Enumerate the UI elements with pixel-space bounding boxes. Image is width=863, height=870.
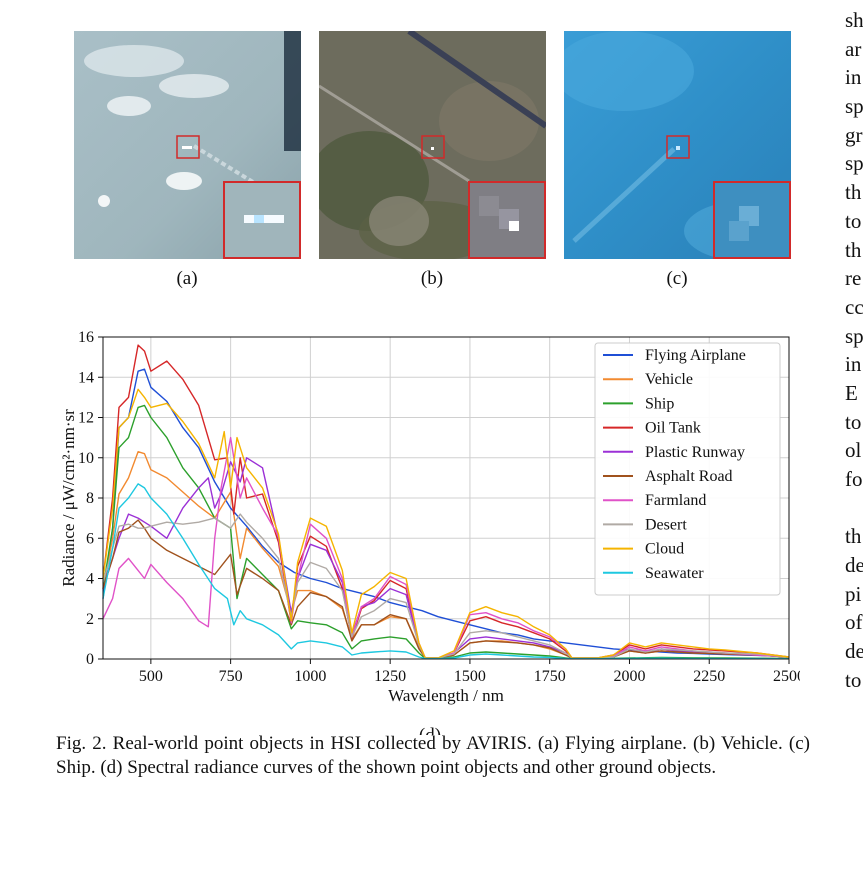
right-column-line [845,494,863,523]
right-column-line: cc [845,294,863,319]
legend-label: Flying Airplane [645,347,746,364]
right-column-line: to [845,667,862,692]
right-column-line: in [845,65,862,90]
legend-label: Farmland [645,492,706,509]
panel-label-a: (a) [176,268,198,289]
right-column-line: de [845,553,863,578]
x-tick-label: 750 [219,668,243,685]
right-column-line: th [845,524,862,549]
y-axis-label: Radiance / μW/cm²·nm·sr [60,409,78,587]
satellite-image-ship [564,31,791,259]
legend-label: Ship [645,395,674,412]
y-tick-label: 12 [78,410,94,427]
series-line-0 [102,368,790,658]
chart-series [102,344,790,660]
y-tick-label: 8 [86,490,94,507]
right-column-line: ar [845,36,862,61]
legend-label: Asphalt Road [645,468,733,485]
legend-label: Oil Tank [645,420,701,437]
right-column-line: gr [845,122,863,147]
x-tick-label: 500 [139,668,163,685]
legend-box [594,342,781,596]
panel-label-d: (d) [419,725,441,735]
right-column-line: E [845,380,858,405]
series-line-8 [102,388,790,659]
series-line-3 [102,344,790,659]
chart-legend: Flying Airplane Vehicle Ship Oil Tank Plasti… [594,342,781,596]
y-tick-label: 2 [86,611,94,628]
right-column-line: to [845,208,862,233]
y-tick-label: 6 [86,530,94,547]
series-line-5 [102,519,790,659]
plot-frame [102,336,790,660]
x-tick-label: 1500 [454,668,486,685]
figure-caption: Fig. 2. Real-world point objects in HSI … [56,733,810,778]
right-column-line: th [845,180,862,205]
right-column-line: sp [845,151,863,176]
right-column-line: ol [845,438,862,463]
x-tick-label: 2250 [693,668,725,685]
legend-label: Vehicle [645,371,693,388]
y-tick-label: 16 [78,329,94,346]
legend-label: Cloud [645,541,684,558]
x-tick-label: 1000 [294,668,326,685]
right-column-line: de [845,639,863,664]
satellite-image-vehicle [319,31,546,259]
y-tick-label: 0 [86,651,94,668]
right-column-line: of [845,610,863,635]
y-tick-label: 14 [78,369,94,386]
right-column-line: sp [845,94,863,119]
legend-label: Plastic Runway [645,444,745,461]
panel-label-c: (c) [666,268,688,289]
legend-label: Desert [645,516,687,533]
series-line-7 [102,513,790,659]
legend-label: Seawater [645,565,704,582]
x-tick-label: 2000 [613,668,645,685]
x-tick-label: 1750 [534,668,566,685]
y-tick-label: 10 [78,450,94,467]
right-column-line: re [845,266,862,291]
right-column-line: to [845,409,862,434]
satellite-image-airplane [74,31,301,259]
panel-label-b: (b) [420,268,444,289]
y-tick-label: 4 [86,571,94,588]
right-column-line: fo [845,467,863,491]
right-column-line: in [845,352,862,377]
series-line-6 [102,436,790,659]
x-axis-label: Wavelength / nm [388,686,504,705]
x-tick-label: 1250 [374,668,406,685]
right-column-line: sp [845,323,863,348]
right-column-line: pi [845,581,862,606]
right-column-line: sh [845,8,863,32]
right-column-line: th [845,237,862,262]
